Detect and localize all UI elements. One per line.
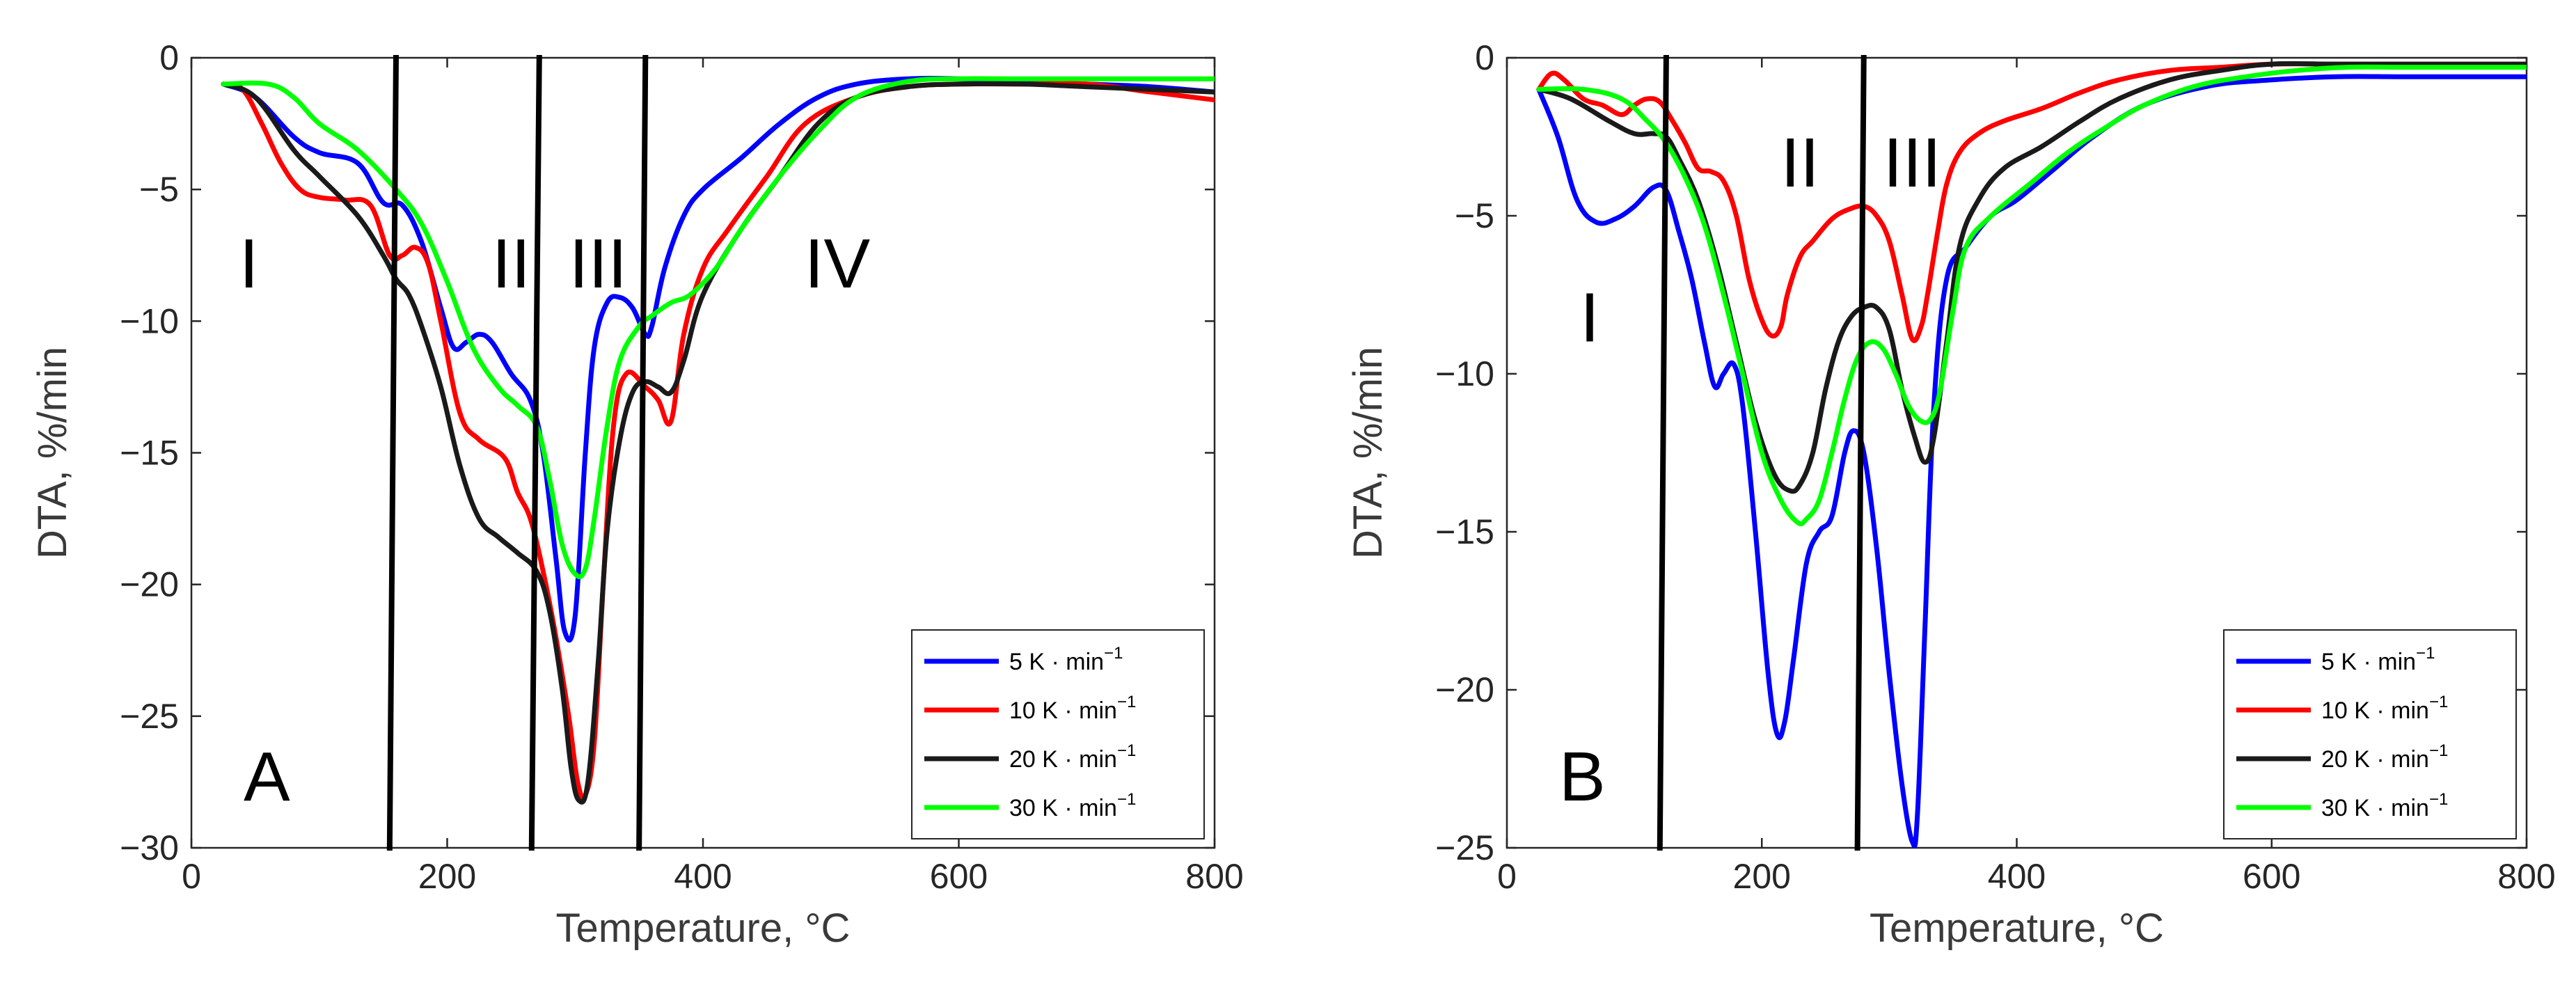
y-axis-label: DTA, %/min — [1345, 347, 1391, 559]
legend-entry-text: 10 K · min−1 — [2321, 693, 2448, 724]
legend-exponent: −1 — [1104, 644, 1123, 663]
region-label: I — [1580, 278, 1599, 356]
series-line-10k — [1536, 61, 2527, 343]
series-line-5k — [221, 75, 1215, 643]
chart-panel-a: 0 200 400 600 800 0 −5 −10 −15 −20 −25 −30 Temperatu… — [30, 38, 1244, 951]
y-tick-label: −20 — [1435, 670, 1494, 709]
x-tick-label: 800 — [1185, 857, 1243, 896]
region-label: IV — [805, 225, 871, 303]
y-tick-label: −5 — [1455, 196, 1494, 235]
stage-divider-line — [1657, 54, 1669, 851]
series-line-5k — [1536, 74, 2527, 848]
region-label: I — [239, 225, 259, 303]
region-label: II — [1780, 124, 1819, 202]
y-tick-label: −5 — [139, 170, 179, 209]
x-axis-label: Temperature, °C — [1870, 906, 2164, 951]
legend-entry-text: 10 K · min−1 — [1009, 693, 1136, 724]
y-tick-label: −25 — [120, 697, 179, 736]
y-tick-label: −10 — [1435, 354, 1494, 393]
x-tick-label: 400 — [674, 857, 732, 896]
y-axis-label: DTA, %/min — [30, 347, 75, 559]
region-label: II — [492, 225, 531, 303]
series-group — [1536, 61, 2527, 848]
x-tick-label: 800 — [2497, 857, 2555, 896]
x-tick-label: 200 — [1733, 857, 1791, 896]
x-tick-label: 200 — [418, 857, 476, 896]
stage-divider-line — [386, 54, 399, 851]
series-group — [221, 75, 1215, 805]
legend: 5 K · min−110 K · min−120 K · min−130 K … — [911, 629, 1205, 839]
series-line-20k — [1536, 61, 2527, 494]
x-tick-label: 600 — [2243, 857, 2300, 896]
y-tick-label: −15 — [1435, 512, 1494, 551]
legend-entry-text: 20 K · min−1 — [2321, 741, 2448, 773]
x-tick-label: 0 — [1497, 857, 1517, 896]
legend-exponent: −1 — [1117, 693, 1136, 711]
x-tick-label: 400 — [1988, 857, 2046, 896]
legend-exponent: −1 — [1117, 741, 1136, 760]
y-tick-label: 0 — [159, 38, 179, 77]
legend-exponent: −1 — [2416, 644, 2435, 663]
y-tick-label: −30 — [120, 828, 179, 867]
panel-letter: B — [1559, 738, 1606, 816]
y-tick-label: −15 — [120, 434, 179, 473]
chart-panel-b: 0 200 400 600 800 0 −5 −10 −15 −20 −25 Temperature,… — [1345, 38, 2556, 951]
stage-divider-line — [528, 54, 542, 851]
series-line-30k — [1536, 64, 2527, 527]
series-line-30k — [221, 76, 1215, 580]
stage-divider-line — [636, 54, 649, 851]
legend-exponent: −1 — [2429, 741, 2448, 760]
legend-box — [911, 629, 1205, 839]
legend-exponent: −1 — [1117, 790, 1136, 809]
legend: 5 K · min−110 K · min−120 K · min−130 K … — [2223, 629, 2517, 839]
y-tick-label: 0 — [1475, 38, 1494, 77]
x-axis-label: Temperature, °C — [556, 906, 851, 951]
panel-letter: A — [244, 738, 290, 816]
y-tick-label: −10 — [120, 301, 179, 340]
region-label: III — [569, 225, 627, 303]
legend-box — [2223, 629, 2517, 839]
x-tick-label: 600 — [930, 857, 988, 896]
stage-divider-line — [1854, 54, 1867, 851]
legend-exponent: −1 — [2429, 693, 2448, 711]
y-tick-label: −25 — [1435, 828, 1494, 867]
x-tick-label: 0 — [182, 857, 201, 896]
region-label: III — [1883, 124, 1941, 202]
legend-entry-text: 30 K · min−1 — [2321, 790, 2448, 821]
legend-entry-text: 30 K · min−1 — [1009, 790, 1136, 821]
legend-exponent: −1 — [2429, 790, 2448, 809]
y-tick-label: −20 — [120, 565, 179, 604]
legend-entry-text: 20 K · min−1 — [1009, 741, 1136, 773]
